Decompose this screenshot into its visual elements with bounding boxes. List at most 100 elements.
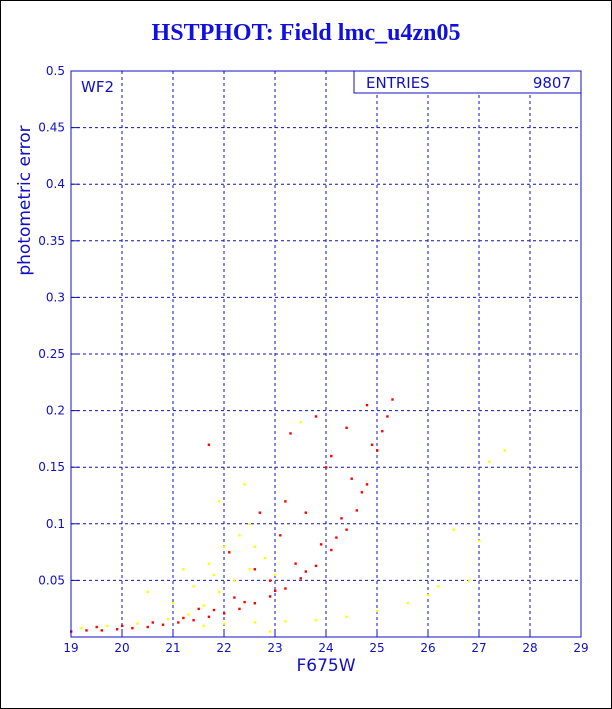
data-point [350,477,353,480]
data-point [274,589,277,592]
data-point [381,429,384,433]
axis-ticks: 19 20 21 22 23 24 25 26 27 28 29 0.05 0.1 0.15 0.2 0.25… [38,64,588,655]
data-point [289,432,292,435]
data-point [263,556,267,560]
data-point [197,607,200,611]
data-point [253,621,256,624]
data-point [202,604,205,607]
data-point [223,622,226,625]
data-point [207,562,211,565]
data-point [238,534,241,537]
data-point [248,568,251,571]
data-point [365,483,369,486]
data-point [284,500,287,503]
data-point [248,522,251,526]
y-tick-label: 0.4 [46,177,65,191]
data-point [223,612,226,615]
x-tick-label: 24 [318,641,333,655]
x-tick-label: 19 [63,641,78,655]
data-point [233,596,236,599]
data-point [330,454,333,458]
data-point [304,511,307,514]
data-point [406,602,409,605]
data-point [95,625,98,629]
x-tick-label: 23 [267,641,282,655]
x-tick-label: 28 [522,641,537,655]
data-point [314,415,318,418]
data-point [299,577,302,580]
stats-box: ENTRIES 9807 [353,70,582,94]
y-tick-label: 0.1 [46,517,65,531]
data-point [243,483,246,486]
data-point [253,602,256,605]
stats-box-frame [353,70,582,94]
x-axis-label: F675W [296,656,355,676]
data-point [325,466,328,469]
data-point [340,517,343,520]
data-point [243,600,246,604]
data-point [187,613,190,616]
data-point [207,615,211,619]
data-point [391,398,394,401]
data-point [427,594,430,597]
data-point [172,602,175,605]
data-point [284,620,287,623]
data-point [182,616,185,620]
y-tick-label: 0.05 [38,573,65,587]
data-point [217,590,221,594]
data-point [80,626,83,630]
data-point [503,449,506,452]
data-point [121,624,124,628]
data-point [131,626,134,630]
data-point [161,623,165,626]
data-point [452,528,455,531]
data-point [370,443,374,446]
data-point [268,579,272,582]
data-point [192,619,195,622]
data-point [192,585,195,588]
y-tick-label: 0.25 [38,347,65,361]
data-point [467,579,471,582]
data-point [376,609,379,613]
x-tick-label: 26 [420,641,435,655]
data-point [314,564,318,568]
data-point [105,624,109,628]
data-point [85,629,88,632]
data-points [70,398,506,633]
data-point [202,624,205,628]
data-point [233,579,236,582]
data-point [376,449,379,452]
data-point [212,573,216,577]
data-point [177,621,180,624]
data-point [253,545,256,548]
data-point [100,629,103,632]
data-point [223,545,226,548]
data-point [212,608,216,612]
y-tick-label: 0.45 [38,121,65,135]
data-point [253,568,256,571]
data-point [360,491,364,494]
x-tick-label: 27 [471,641,486,655]
data-point [151,621,154,624]
data-point [279,534,282,537]
x-tick-label: 25 [369,641,384,655]
data-point [146,625,149,629]
grid-lines [71,71,581,637]
data-point [319,543,323,546]
data-point [345,426,348,429]
stats-entries-label: ENTRIES [366,74,430,92]
data-point [355,509,358,512]
y-tick-label: 0.3 [46,290,65,304]
data-point [284,587,287,590]
data-point [258,511,262,514]
y-tick-label: 0.2 [46,404,65,418]
data-point [304,570,307,573]
x-tick-label: 29 [573,641,588,655]
x-tick-label: 20 [114,641,129,655]
data-point [335,536,338,539]
data-point [228,551,231,554]
data-point [294,562,297,565]
data-point [437,585,440,588]
data-point [268,595,272,598]
